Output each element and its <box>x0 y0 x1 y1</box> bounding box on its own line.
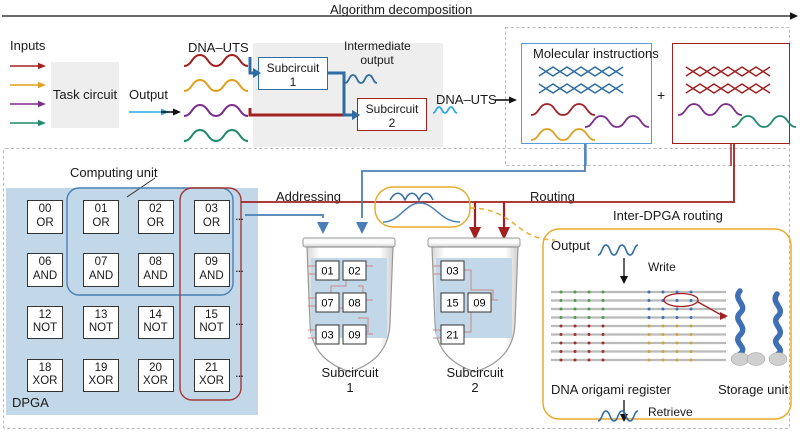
svg-text:21: 21 <box>446 330 458 342</box>
svg-text:02: 02 <box>348 266 360 278</box>
svg-text:07: 07 <box>321 298 333 310</box>
svg-text:01: 01 <box>321 266 333 278</box>
svg-text:08: 08 <box>348 298 360 310</box>
svg-text:03: 03 <box>321 330 333 342</box>
svg-text:09: 09 <box>348 330 360 342</box>
svg-text:03: 03 <box>446 266 458 278</box>
svg-text:09: 09 <box>473 298 485 310</box>
svg-text:15: 15 <box>446 298 458 310</box>
